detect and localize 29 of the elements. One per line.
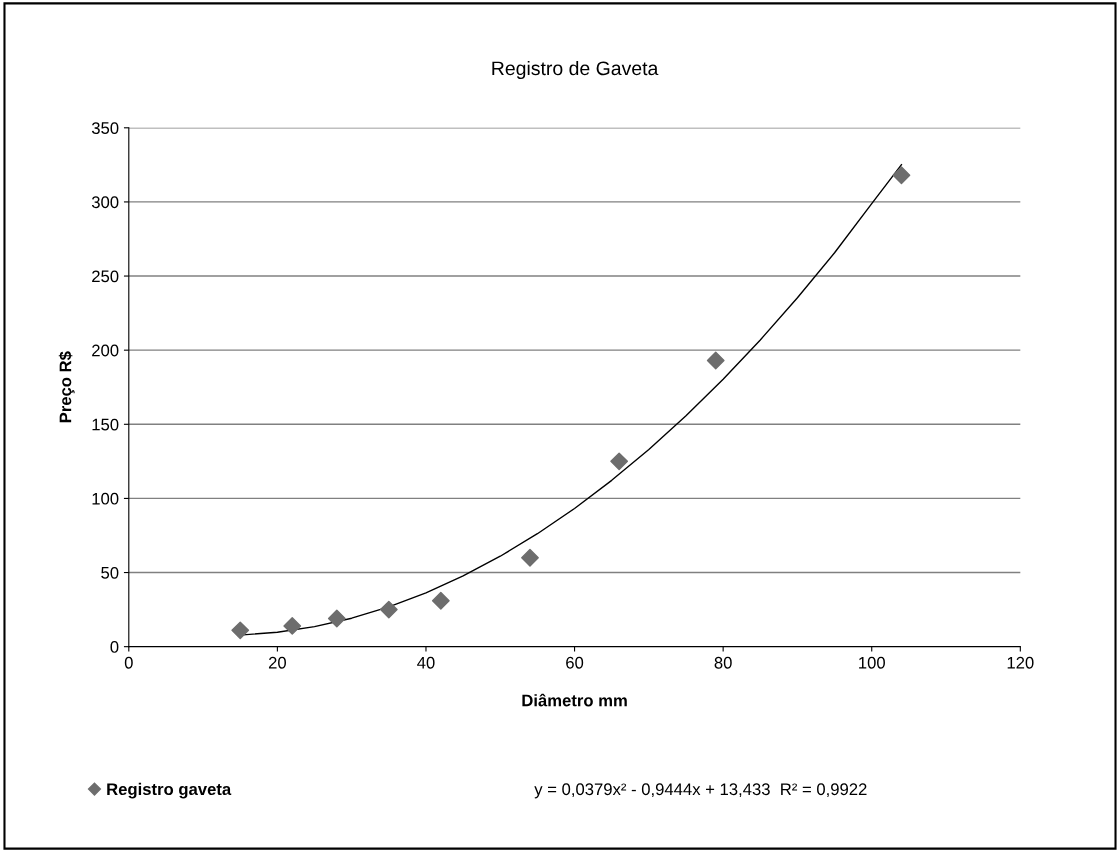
y-tick-label: 350 xyxy=(91,122,119,134)
y-tick-label: 0 xyxy=(110,641,119,653)
y-tick-label: 200 xyxy=(92,344,119,357)
point xyxy=(379,600,398,619)
point xyxy=(892,166,911,185)
x-tick-label: 0 xyxy=(124,656,133,669)
point xyxy=(231,621,250,640)
point xyxy=(431,591,450,610)
y-tick-label: 150 xyxy=(92,418,119,431)
x-axis-title: Diâmetro mm xyxy=(522,693,627,707)
y-tick-label: 250 xyxy=(92,270,119,283)
x-tick-label: 100 xyxy=(859,656,885,669)
x-tick-label: 20 xyxy=(268,656,286,669)
x-tick-label: 120 xyxy=(1007,656,1034,669)
point xyxy=(521,548,539,567)
legend-label: Registro gaveta xyxy=(107,782,232,799)
point xyxy=(610,452,629,471)
y-axis-title: Preço R$ xyxy=(58,351,75,423)
x-tick-label: 60 xyxy=(566,656,584,669)
y-tick-label: 50 xyxy=(101,566,119,579)
point xyxy=(706,351,725,370)
point xyxy=(283,617,302,635)
x-tick-label: 40 xyxy=(417,656,435,669)
text: y = 0,0379x² - 0,9444x + 13,433 R² = 0,9922 xyxy=(534,783,867,799)
y-tick-label: 100 xyxy=(92,492,119,505)
x-tick-label: 80 xyxy=(714,656,732,669)
point xyxy=(327,609,346,628)
y-tick-label: 300 xyxy=(91,196,119,209)
chart-title: Registro de Gaveta xyxy=(492,60,659,80)
